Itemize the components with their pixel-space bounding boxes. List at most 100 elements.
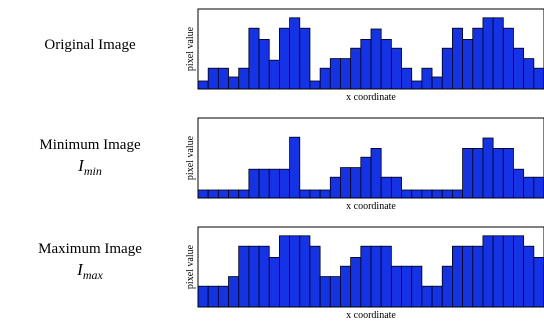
bar bbox=[248, 245, 260, 308]
bar bbox=[268, 59, 280, 90]
original-image-chart: x coordinate pixel value bbox=[185, 8, 544, 103]
x-axis-label: x coordinate bbox=[346, 92, 396, 103]
bar bbox=[482, 137, 494, 199]
bar bbox=[533, 176, 544, 199]
bar bbox=[217, 189, 229, 199]
bar bbox=[207, 189, 219, 199]
bar bbox=[533, 67, 544, 90]
bar bbox=[329, 276, 341, 308]
bar bbox=[441, 265, 453, 308]
bar bbox=[289, 17, 301, 90]
bar bbox=[370, 147, 382, 199]
bar bbox=[431, 285, 443, 308]
bar bbox=[390, 176, 402, 199]
bar bbox=[513, 235, 525, 308]
bar bbox=[299, 189, 311, 199]
bar bbox=[452, 189, 463, 199]
bar bbox=[492, 235, 504, 308]
bar bbox=[513, 168, 525, 199]
bar bbox=[258, 168, 270, 199]
bar bbox=[472, 27, 484, 90]
original-image-title: Original Image bbox=[44, 37, 136, 53]
bar bbox=[513, 47, 525, 90]
bar bbox=[309, 245, 321, 308]
bar bbox=[370, 28, 382, 90]
bar bbox=[258, 39, 270, 90]
bar bbox=[197, 189, 209, 199]
bar bbox=[401, 265, 413, 308]
bar bbox=[228, 276, 240, 308]
maximum-image-symbol: Imax bbox=[77, 260, 103, 283]
bar bbox=[258, 245, 270, 308]
bar bbox=[452, 245, 463, 308]
maximum-image-title: Maximum Image bbox=[38, 241, 142, 257]
minimum-image-label: Minimum Image Imin bbox=[0, 136, 180, 180]
bar bbox=[319, 189, 331, 199]
bar bbox=[360, 245, 372, 308]
bar bbox=[401, 67, 413, 90]
bar bbox=[319, 67, 331, 90]
bar bbox=[421, 67, 433, 90]
bar bbox=[380, 245, 392, 308]
bar bbox=[411, 265, 423, 308]
bar bbox=[370, 245, 382, 308]
bar bbox=[309, 80, 321, 90]
bar bbox=[360, 39, 372, 90]
bar bbox=[431, 76, 443, 90]
bar bbox=[217, 67, 229, 90]
bar bbox=[238, 245, 250, 308]
bar bbox=[329, 58, 341, 90]
bar bbox=[340, 167, 352, 199]
bar bbox=[411, 189, 423, 199]
bar bbox=[472, 147, 484, 199]
bar bbox=[228, 76, 240, 90]
bar bbox=[238, 189, 250, 199]
maximum-image-chart: x coordinate pixel value bbox=[185, 226, 544, 321]
bar bbox=[523, 176, 535, 199]
bar bbox=[502, 147, 514, 199]
bar bbox=[482, 235, 494, 308]
y-axis-label: pixel value bbox=[185, 135, 196, 180]
bar bbox=[340, 265, 352, 308]
bar bbox=[207, 285, 219, 308]
bar bbox=[268, 168, 280, 199]
bar bbox=[533, 256, 544, 308]
bar bbox=[238, 67, 250, 90]
bar bbox=[462, 39, 474, 90]
bar bbox=[411, 80, 423, 90]
bar bbox=[421, 189, 433, 199]
plot-frame bbox=[197, 8, 544, 90]
bar bbox=[279, 27, 290, 90]
bar bbox=[441, 47, 453, 90]
bar bbox=[197, 285, 209, 308]
bar bbox=[441, 189, 453, 199]
minimum-image-title: Minimum Image bbox=[39, 137, 141, 153]
bar bbox=[299, 235, 311, 308]
bar bbox=[197, 80, 209, 90]
bar bbox=[350, 256, 362, 308]
minimum-image-symbol: Imin bbox=[78, 156, 102, 179]
bar bbox=[380, 176, 392, 199]
x-axis-label: x coordinate bbox=[346, 201, 396, 212]
bar bbox=[217, 285, 229, 308]
bar bbox=[401, 189, 413, 199]
bar bbox=[502, 235, 514, 308]
bar bbox=[228, 189, 240, 199]
bar bbox=[289, 235, 301, 308]
bar bbox=[492, 147, 504, 199]
bar bbox=[350, 47, 362, 90]
bar bbox=[472, 245, 484, 308]
bar bbox=[523, 58, 535, 90]
bar bbox=[462, 245, 474, 308]
y-axis-label: pixel value bbox=[185, 244, 196, 289]
bar bbox=[248, 168, 260, 199]
bar bbox=[492, 17, 504, 90]
bar bbox=[390, 47, 402, 90]
bar bbox=[502, 27, 514, 90]
bar bbox=[431, 189, 443, 199]
plot-frame bbox=[197, 226, 544, 308]
bar bbox=[340, 58, 352, 90]
bar bbox=[482, 17, 494, 90]
bar bbox=[452, 27, 463, 90]
bar bbox=[309, 189, 321, 199]
